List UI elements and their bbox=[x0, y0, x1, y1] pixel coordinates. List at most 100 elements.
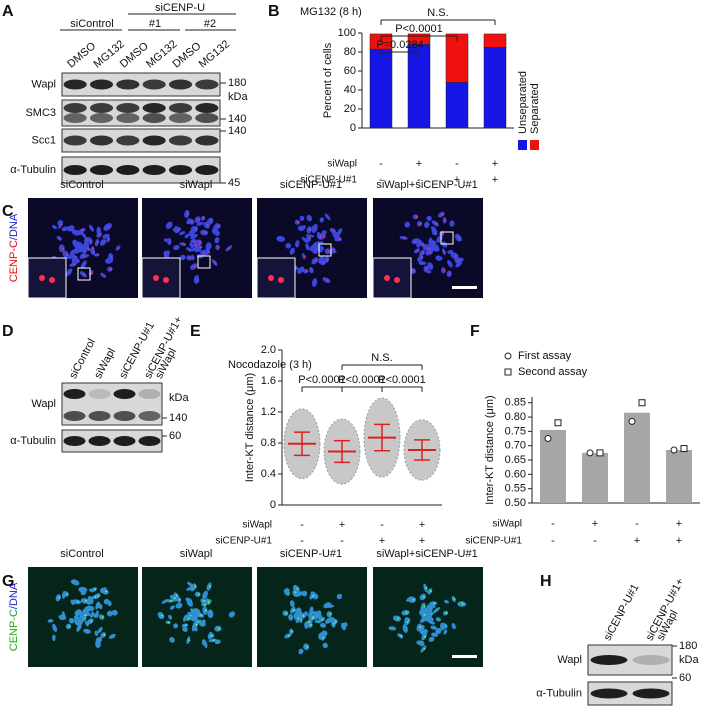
kinetochore bbox=[297, 617, 300, 620]
scale-bar bbox=[452, 286, 477, 289]
kinetochore bbox=[333, 248, 336, 251]
bar bbox=[666, 450, 692, 503]
chromosome bbox=[173, 244, 180, 251]
blot-band bbox=[632, 688, 670, 699]
chromosome bbox=[190, 615, 198, 622]
marker-label: kDa bbox=[169, 392, 189, 404]
marker-label: 180 bbox=[228, 77, 246, 89]
chromosome bbox=[184, 233, 190, 239]
kinetochore bbox=[426, 268, 428, 270]
chromosome bbox=[316, 234, 322, 240]
bar-segment bbox=[369, 33, 393, 50]
blot-band bbox=[63, 113, 87, 123]
chromosome bbox=[99, 239, 107, 246]
kinetochore bbox=[429, 590, 432, 593]
chromosome bbox=[305, 234, 315, 238]
kinetochore bbox=[85, 599, 87, 602]
chromosome bbox=[413, 248, 420, 254]
condition-value: + bbox=[379, 535, 385, 547]
inset bbox=[27, 257, 67, 299]
chromosome bbox=[206, 582, 212, 591]
condition-value: - bbox=[551, 535, 555, 547]
kinetochore bbox=[397, 617, 399, 620]
blot-band bbox=[89, 113, 114, 123]
chromosome bbox=[457, 601, 465, 605]
annotation: P<0.0001 bbox=[338, 374, 385, 386]
chromosome bbox=[70, 579, 80, 586]
chromosome bbox=[336, 228, 343, 236]
bar-segment bbox=[369, 48, 393, 129]
chromosome bbox=[205, 600, 211, 605]
chromosome bbox=[200, 598, 206, 604]
kinetochore bbox=[449, 272, 452, 275]
chromosome bbox=[325, 604, 335, 608]
bar bbox=[624, 412, 650, 503]
chromosome bbox=[103, 223, 112, 231]
blot-band bbox=[116, 113, 140, 123]
chromosome bbox=[441, 267, 446, 274]
chromosome bbox=[95, 610, 99, 618]
kinetochore bbox=[110, 256, 113, 258]
blot-strip bbox=[61, 156, 221, 184]
chromosome bbox=[419, 249, 425, 257]
y-tick-label: 20 bbox=[344, 103, 356, 115]
row-label: Scc1 bbox=[32, 134, 56, 146]
chromosome bbox=[68, 617, 75, 624]
chromosome bbox=[65, 623, 72, 630]
kinetochore bbox=[65, 253, 68, 256]
blot-band bbox=[138, 436, 161, 446]
blot-band bbox=[142, 113, 166, 123]
chromosome bbox=[431, 220, 440, 227]
chromosome bbox=[215, 223, 220, 229]
legend-label: Separated bbox=[529, 83, 541, 134]
chromosome bbox=[289, 600, 295, 608]
kinetochore bbox=[441, 232, 444, 235]
kinetochore bbox=[90, 240, 93, 242]
chromosome bbox=[431, 632, 439, 637]
kinetochore bbox=[184, 624, 187, 627]
chromosome bbox=[94, 630, 99, 636]
chromosome bbox=[64, 591, 69, 597]
kinetochore bbox=[92, 247, 95, 250]
chromosome bbox=[322, 642, 328, 649]
chart-title: MG132 (8 h) bbox=[300, 6, 362, 18]
legend-label: First assay bbox=[518, 350, 572, 362]
chromosome bbox=[286, 587, 290, 594]
chromosome bbox=[173, 227, 180, 234]
chromosome bbox=[72, 599, 82, 605]
chromosome bbox=[330, 619, 336, 628]
annotation: P=0.0284 bbox=[376, 39, 423, 51]
y-axis-label: Percent of cells bbox=[322, 42, 334, 118]
y-tick-label: 0.55 bbox=[505, 483, 526, 495]
kinetochore bbox=[329, 613, 332, 616]
kinetochore bbox=[186, 213, 189, 215]
blot-band bbox=[168, 135, 193, 146]
chromosome bbox=[87, 237, 93, 245]
inset bbox=[256, 257, 296, 299]
kinetochore bbox=[334, 620, 337, 623]
chromosome bbox=[297, 266, 305, 274]
kinetochore bbox=[445, 612, 448, 614]
chromosome bbox=[169, 636, 175, 643]
kinetochore bbox=[419, 222, 422, 225]
chromosome bbox=[52, 224, 58, 230]
marker-label: 60 bbox=[169, 430, 181, 442]
kinetochore bbox=[175, 594, 178, 597]
panel-label: D bbox=[2, 323, 14, 340]
inset-dot bbox=[394, 277, 400, 283]
kinetochore bbox=[412, 598, 415, 601]
chromosome bbox=[204, 248, 210, 255]
chromosome bbox=[87, 595, 94, 605]
condition-name: siWapl bbox=[492, 519, 522, 530]
kinetochore bbox=[405, 611, 408, 614]
chromosome bbox=[111, 609, 118, 616]
chromosome bbox=[80, 598, 90, 604]
chromosome bbox=[447, 249, 454, 254]
kinetochore bbox=[457, 259, 460, 262]
legend-label: Unseparated bbox=[517, 71, 529, 134]
chromosome bbox=[182, 626, 188, 633]
kinetochore bbox=[178, 598, 181, 601]
chromosome bbox=[71, 256, 77, 264]
kinetochore bbox=[333, 622, 336, 625]
chromosome bbox=[185, 597, 193, 603]
